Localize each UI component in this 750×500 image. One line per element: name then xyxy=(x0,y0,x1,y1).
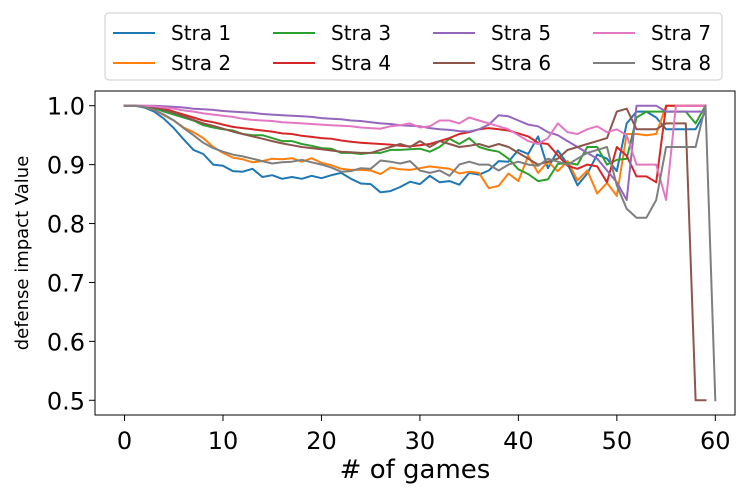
y-axis-ticks: 0.5 0.6 0.7 0.8 0.9 1.0 xyxy=(47,93,95,415)
y-axis-label: defense impact Value xyxy=(12,156,33,351)
y-tick-label: 0.8 xyxy=(47,211,85,239)
legend-label-stra-3: Stra 3 xyxy=(331,21,391,45)
x-tick-label: 50 xyxy=(602,427,633,455)
series-line-stra-8 xyxy=(123,104,717,402)
y-tick-label: 0.7 xyxy=(47,269,85,297)
y-tick-label: 0.9 xyxy=(47,152,85,180)
y-tick-label: 1.0 xyxy=(47,93,85,121)
x-axis-label: # of games xyxy=(340,455,491,485)
legend-label-stra-7: Stra 7 xyxy=(651,21,711,45)
series-line-stra-5 xyxy=(123,104,707,201)
legend-label-stra-6: Stra 6 xyxy=(491,51,551,75)
legend: Stra 1 Stra 2 Stra 3 Stra 4 Stra 5 Stra 6 Stra… xyxy=(104,12,723,81)
legend-label-stra-8: Stra 8 xyxy=(651,51,711,75)
series-line-stra-7 xyxy=(123,104,707,201)
x-tick-label: 10 xyxy=(208,427,239,455)
legend-label-stra-2: Stra 2 xyxy=(171,51,231,75)
series-line-stra-4 xyxy=(123,104,707,184)
legend-label-stra-4: Stra 4 xyxy=(331,51,391,75)
y-tick-label: 0.5 xyxy=(47,387,85,415)
series-line-stra-1 xyxy=(123,104,707,194)
legend-label-stra-1: Stra 1 xyxy=(171,21,231,45)
x-tick-label: 30 xyxy=(405,427,436,455)
series-line-stra-6 xyxy=(123,104,707,402)
legend-frame xyxy=(104,12,723,81)
plot-lines xyxy=(123,104,717,402)
x-axis-ticks: 0 10 20 30 40 50 60 xyxy=(117,415,731,455)
y-tick-label: 0.6 xyxy=(47,328,85,356)
plot-frame xyxy=(94,90,736,416)
x-tick-label: 20 xyxy=(306,427,337,455)
legend-label-stra-5: Stra 5 xyxy=(491,21,551,45)
x-tick-label: 40 xyxy=(503,427,534,455)
legend-items: Stra 1 Stra 2 Stra 3 Stra 4 Stra 5 Stra 6 Stra… xyxy=(113,21,711,75)
x-tick-label: 60 xyxy=(700,427,731,455)
x-tick-label: 0 xyxy=(117,427,132,455)
